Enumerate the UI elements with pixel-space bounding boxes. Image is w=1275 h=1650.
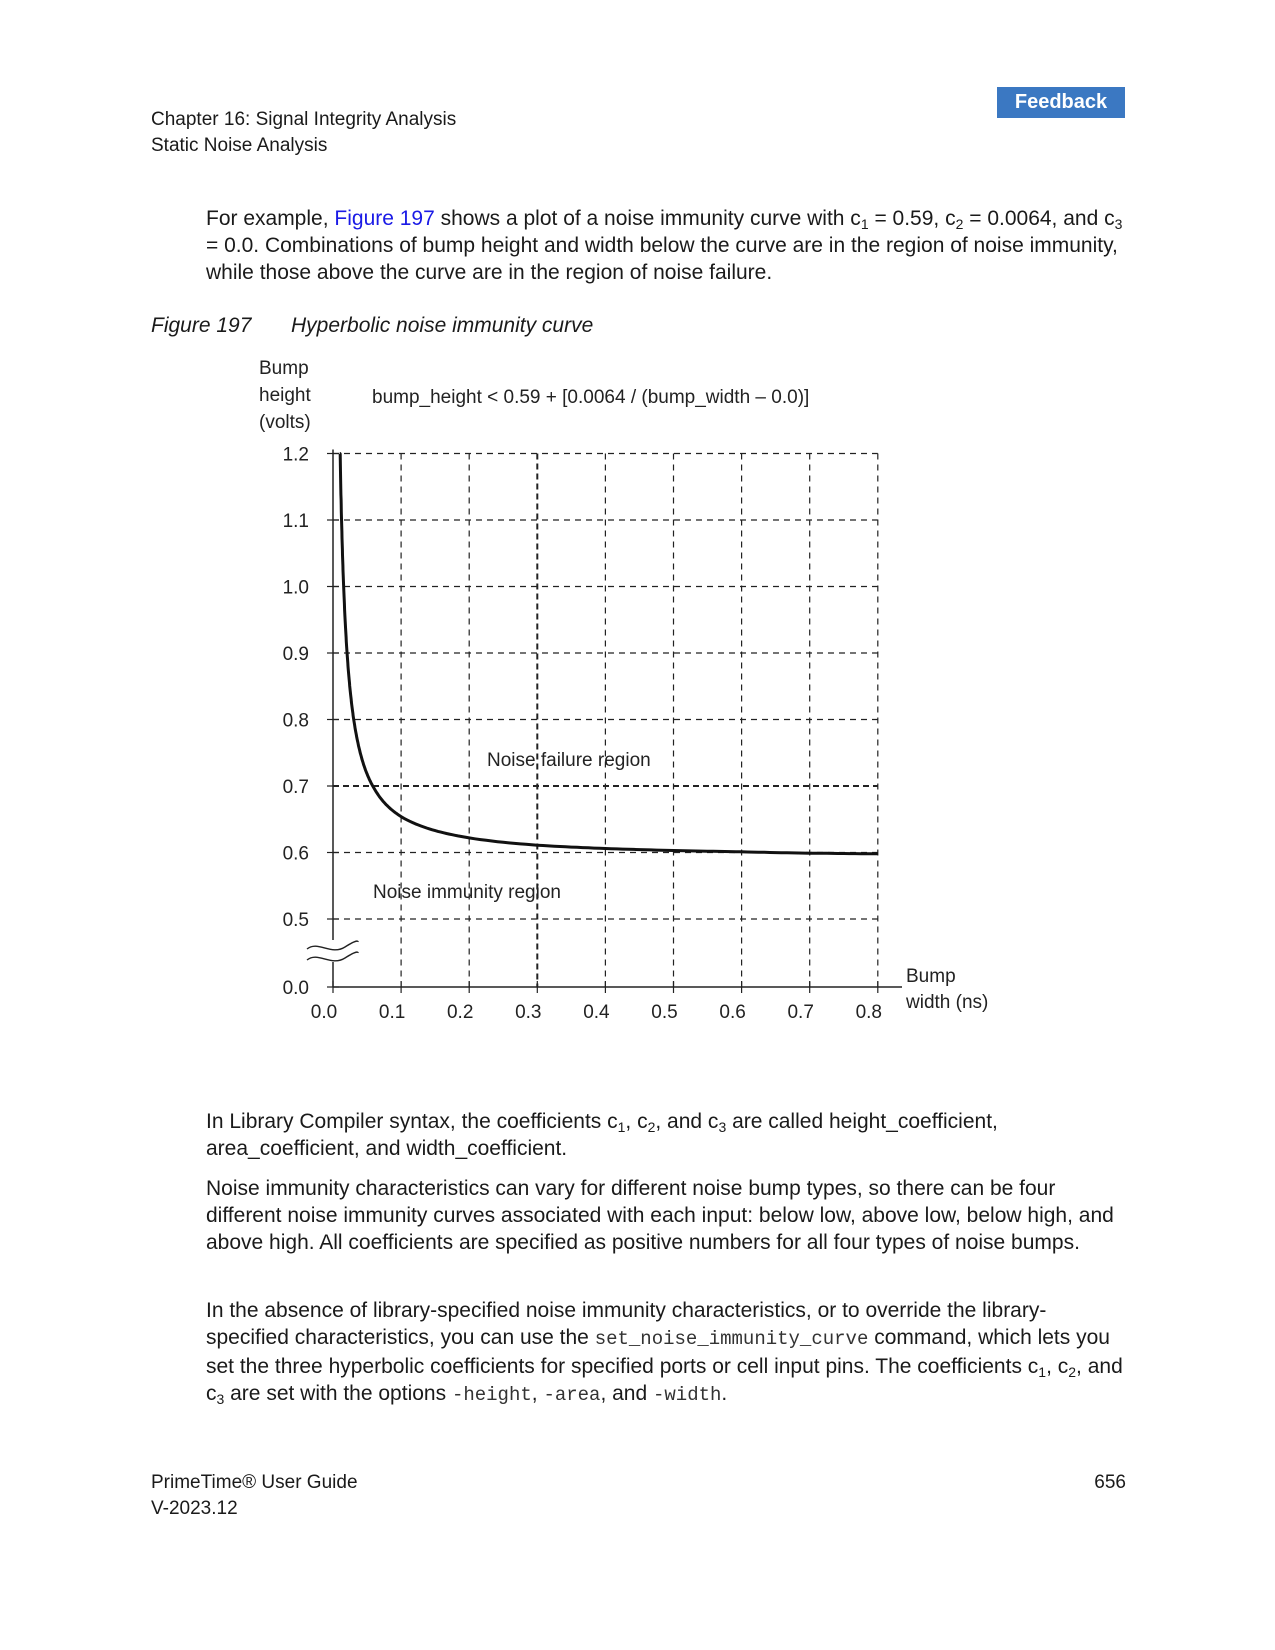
axis-break-icon	[306, 940, 359, 951]
y-axis-label: height	[259, 385, 311, 406]
y-tick-label: 0.9	[283, 644, 309, 665]
subscript: 2	[647, 1119, 656, 1135]
option-code: -width	[653, 1384, 722, 1406]
ticks	[327, 452, 879, 993]
subscript: 3	[718, 1119, 727, 1135]
para-text: , c	[1046, 1355, 1069, 1378]
figure-caption: Figure 197 Hyperbolic noise immunity cur…	[151, 314, 593, 338]
y-tick-label: 0.8	[283, 711, 309, 732]
x-tick-label: 0.4	[583, 1002, 610, 1023]
x-tick-label: 0.5	[651, 1002, 677, 1023]
y-tick-label: 0.6	[283, 844, 309, 865]
figure-number: Figure 197	[151, 314, 252, 337]
para-text: command, which lets you set the three hy…	[206, 1326, 1110, 1378]
chart-labels: 0.0 0.5 0.6 0.7 0.8 0.9 1.0 1.1 1.2 0.0 0.1 0.2 0.3 0…	[259, 358, 988, 1023]
para-text: , and	[600, 1382, 653, 1405]
intro-paragraph: For example, Figure 197 shows a plot of …	[206, 205, 1126, 286]
y-axis-label: (volts)	[259, 412, 311, 433]
running-header: Chapter 16: Signal Integrity Analysis St…	[151, 107, 456, 159]
subscript: 1	[1038, 1364, 1047, 1380]
y-axis-label: Bump	[259, 358, 309, 379]
page-number: 656	[1094, 1472, 1126, 1493]
footer-title: PrimeTime® User Guide	[151, 1472, 358, 1493]
subscript: 3	[1114, 216, 1123, 232]
x-tick-label: 0.7	[787, 1002, 813, 1023]
subscript: 2	[955, 216, 964, 232]
figure-title: Hyperbolic noise immunity curve	[291, 314, 594, 337]
x-axis-label: width (ns)	[905, 992, 988, 1013]
y-tick-label: 1.0	[283, 578, 309, 599]
x-tick-label: 0.0	[311, 1002, 337, 1023]
curve	[338, 452, 878, 856]
subscript: 1	[860, 216, 869, 232]
intro-text: For example,	[206, 207, 335, 230]
noise-immunity-region-label: Noise immunity region	[373, 882, 561, 903]
para-text: are called height_coefficient, area_coef…	[206, 1110, 998, 1160]
noise-failure-region-label: Noise failure region	[487, 750, 651, 771]
intro-text: shows a plot of a noise immunity curve w…	[434, 207, 861, 230]
para-text: , and c	[655, 1110, 719, 1133]
y-tick-label: 0.0	[283, 978, 309, 999]
axis-break-icon	[306, 951, 359, 962]
para-text: are set with the options	[224, 1382, 452, 1405]
y-tick-label: 1.1	[283, 511, 309, 532]
axes	[306, 449, 902, 988]
curve-equation: bump_height < 0.59 + [0.0064 / (bump_wid…	[372, 387, 809, 408]
subscript: 1	[617, 1119, 626, 1135]
footer-version: V-2023.12	[151, 1498, 238, 1519]
grid	[333, 452, 879, 987]
paragraph-override: In the absence of library-specified nois…	[206, 1297, 1126, 1409]
feedback-button[interactable]: Feedback	[997, 87, 1125, 118]
para-text: In Library Compiler syntax, the coeffici…	[206, 1110, 618, 1133]
noise-immunity-chart: 0.0 0.5 0.6 0.7 0.8 0.9 1.0 1.1 1.2 0.0 0.1 0.2 0.3 0…	[259, 358, 988, 1023]
option-code: -area	[543, 1384, 601, 1406]
y-tick-label: 1.2	[283, 445, 309, 466]
paragraph-bump-types: Noise immunity characteristics can vary …	[206, 1177, 1114, 1254]
paragraph-coefficients: In Library Compiler syntax, the coeffici…	[206, 1108, 1126, 1162]
section-title: Static Noise Analysis	[151, 135, 328, 156]
subscript: 2	[1068, 1364, 1077, 1380]
para-text: , c	[625, 1110, 648, 1133]
intro-text: = 0.0. Combinations of bump height and w…	[206, 234, 1118, 284]
intro-text: = 0.59, c	[868, 207, 956, 230]
para-text: .	[721, 1382, 728, 1405]
x-tick-label: 0.2	[447, 1002, 473, 1023]
footer: PrimeTime® User Guide V-2023.12	[151, 1470, 358, 1522]
intro-text: = 0.0064, and c	[963, 207, 1115, 230]
figure-link[interactable]: Figure 197	[334, 207, 435, 230]
x-tick-label: 0.3	[515, 1002, 541, 1023]
y-tick-label: 0.7	[283, 777, 309, 798]
x-tick-label: 0.1	[379, 1002, 405, 1023]
para-text: In the absence of library-specified nois…	[206, 1299, 1047, 1349]
option-code: -height	[451, 1384, 532, 1406]
x-axis-label: Bump	[906, 966, 956, 987]
para-text: , and c	[206, 1355, 1123, 1405]
para-text: ,	[531, 1382, 544, 1405]
y-tick-label: 0.5	[283, 910, 309, 931]
x-tick-label: 0.8	[856, 1002, 882, 1023]
chapter-title: Chapter 16: Signal Integrity Analysis	[151, 109, 457, 130]
x-tick-label: 0.6	[719, 1002, 745, 1023]
subscript: 3	[216, 1391, 225, 1407]
command-code: set_noise_immunity_curve	[594, 1328, 869, 1350]
noise-immunity-curve	[338, 452, 878, 856]
